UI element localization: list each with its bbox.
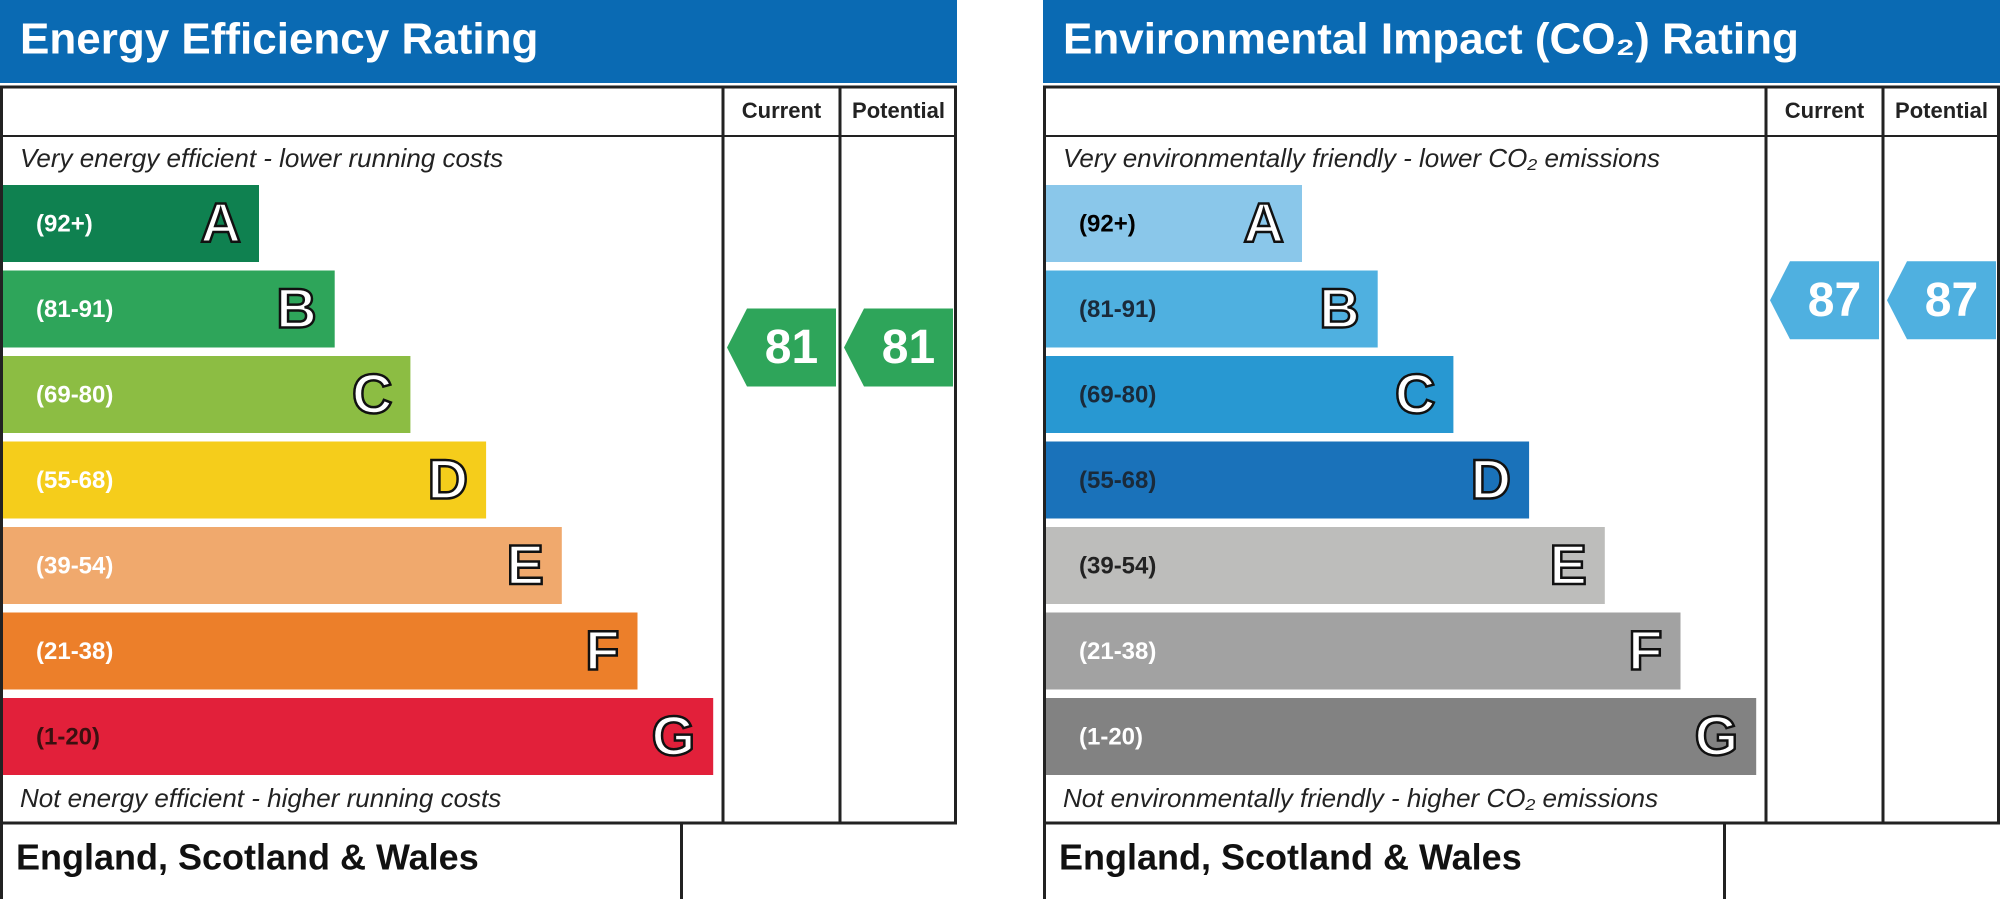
band-range: (21-38) (1079, 638, 1156, 665)
band-letter: E (1549, 533, 1586, 596)
rating-indicator (844, 308, 953, 387)
rating-band (3, 698, 714, 775)
rating-value: 81 (765, 321, 818, 374)
band-letter: F (1628, 618, 1662, 681)
band-range: (69-80) (36, 381, 113, 408)
bottom-note: Not environmentally friendly - higher CO… (1063, 783, 1658, 813)
title-bar (0, 0, 957, 83)
panel-title: Energy Efficiency Rating (20, 15, 538, 64)
column-header: Current (1785, 98, 1865, 123)
band-letter: B (1319, 276, 1359, 339)
rating-value: 87 (1808, 274, 1861, 327)
rating-band (1046, 356, 1454, 433)
band-letter: D (1471, 447, 1511, 510)
rating-band (3, 441, 487, 519)
footer-mask (3, 825, 680, 899)
band-range: (92+) (36, 210, 93, 237)
band-letter: A (201, 191, 241, 254)
band-range: (81-91) (36, 296, 113, 323)
band-letter: A (1244, 191, 1284, 254)
column-header: Potential (852, 98, 945, 123)
footer-mask (1046, 825, 1723, 899)
panel-title: Environmental Impact (CO₂) Rating (1063, 15, 1799, 64)
rating-band (3, 356, 411, 433)
region: England, Scotland & Wales (16, 837, 479, 878)
rating-band (1046, 185, 1302, 262)
band-letter: C (1395, 362, 1435, 425)
bottom-note: Not energy efficient - higher running co… (20, 783, 501, 813)
rating-value: 81 (882, 321, 935, 374)
rating-band (1046, 270, 1378, 348)
band-letter: E (506, 533, 543, 596)
rating-value: 87 (1925, 274, 1978, 327)
band-range: (92+) (1079, 210, 1136, 237)
rating-band (3, 185, 259, 262)
rating-indicator (1887, 261, 1996, 340)
band-range: (69-80) (1079, 381, 1156, 408)
rating-band (1046, 527, 1605, 604)
rating-indicator (1770, 261, 1879, 340)
top-note: Very energy efficient - lower running co… (20, 143, 503, 173)
band-range: (55-68) (1079, 467, 1156, 494)
title-bar (1043, 0, 2000, 83)
band-letter: G (1695, 704, 1739, 767)
top-note: Very environmentally friendly - lower CO… (1063, 143, 1660, 173)
band-range: (81-91) (1079, 296, 1156, 323)
footer-frame (1043, 821, 1726, 899)
band-letter: C (352, 362, 392, 425)
footer-frame (0, 821, 683, 899)
rating-band (3, 527, 562, 604)
rating-indicator (727, 308, 836, 387)
column-header: Current (742, 98, 822, 123)
rating-band (1046, 441, 1530, 519)
band-range: (39-54) (1079, 552, 1156, 579)
column-header: Potential (1895, 98, 1988, 123)
band-range: (39-54) (36, 552, 113, 579)
rating-band (3, 270, 335, 348)
region: England, Scotland & Wales (1059, 837, 1522, 878)
rating-band (1046, 698, 1757, 775)
band-range: (1-20) (1079, 723, 1143, 750)
band-letter: G (652, 704, 696, 767)
band-range: (21-38) (36, 638, 113, 665)
rating-band (1046, 612, 1681, 690)
rating-band (3, 612, 638, 690)
band-range: (1-20) (36, 723, 100, 750)
band-range: (55-68) (36, 467, 113, 494)
band-letter: F (585, 618, 619, 681)
band-letter: D (428, 447, 468, 510)
band-letter: B (276, 276, 316, 339)
